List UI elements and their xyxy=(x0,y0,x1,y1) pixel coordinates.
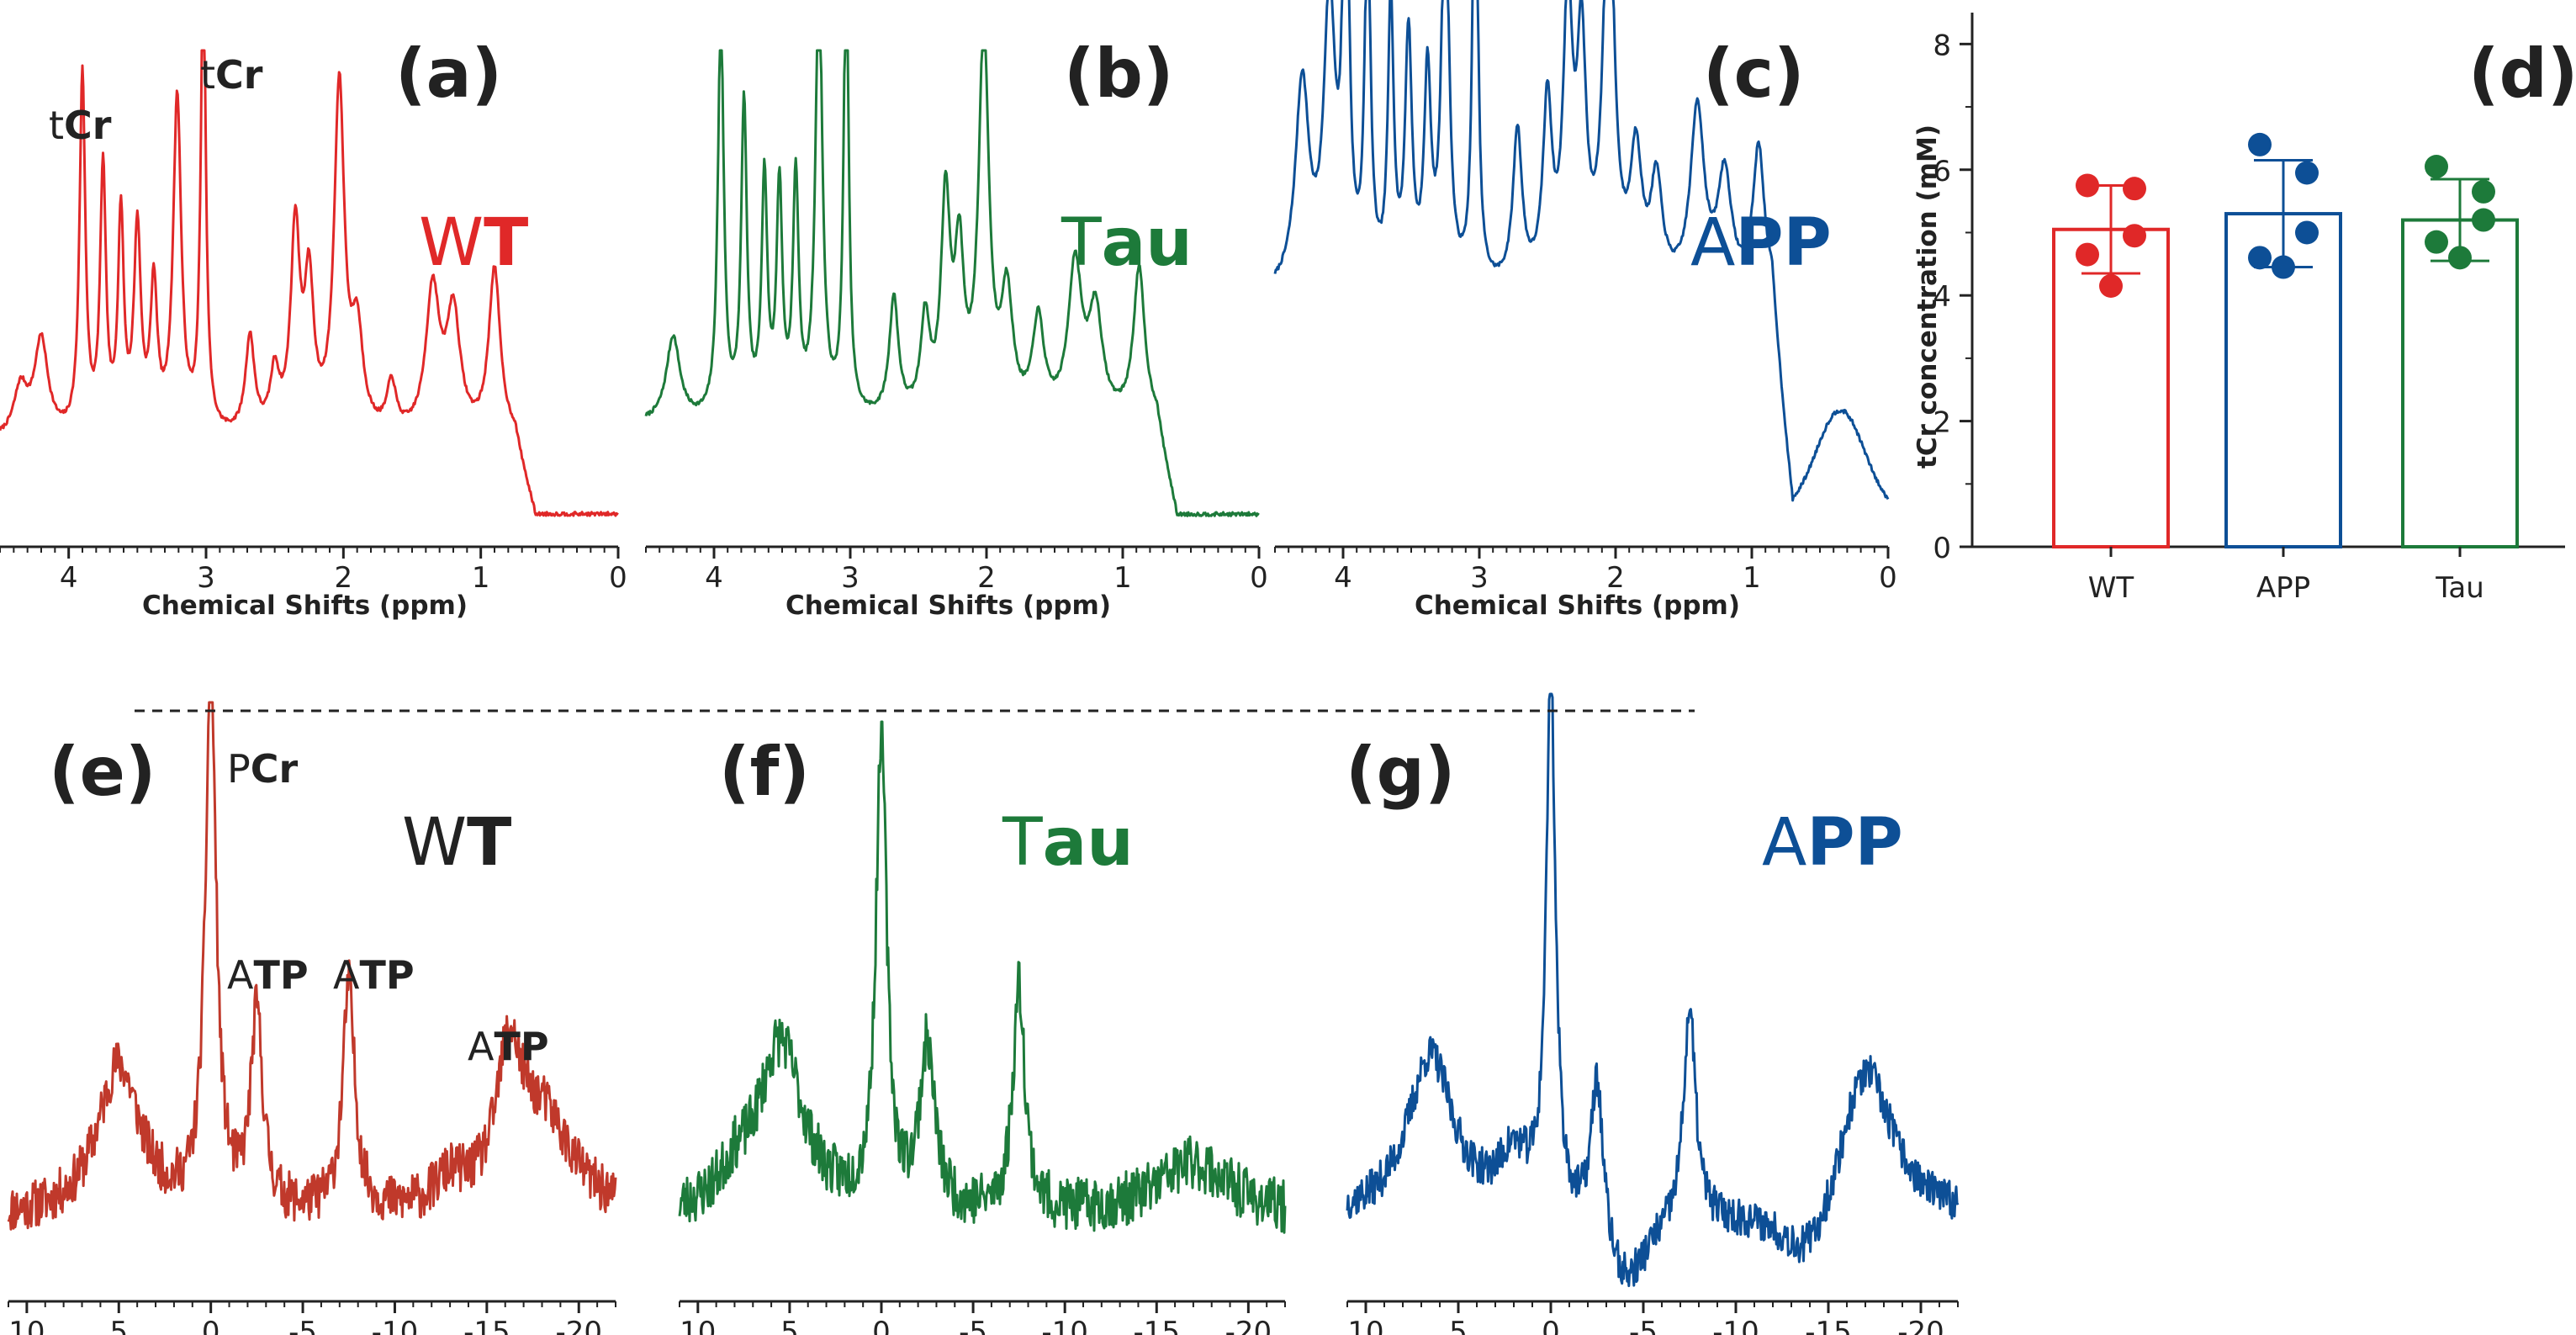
x-tick-label-e: 10 xyxy=(8,1316,45,1335)
y-tick-label: 2 xyxy=(1933,406,1951,440)
peak-label-tcr-2: tCr xyxy=(200,52,263,98)
spectrum-line-a xyxy=(0,49,619,517)
y-axis-title: tCr concentration (mM) xyxy=(1912,124,1943,469)
x-tick-label-b: 2 xyxy=(977,561,996,595)
panel-label-b: (b) xyxy=(1064,34,1173,113)
data-point-Tau xyxy=(2472,179,2495,204)
x-tick-label-a: 3 xyxy=(197,561,215,595)
spectrum-line-b xyxy=(644,49,1260,517)
peak-label-tcr-1: tCr xyxy=(49,103,112,148)
group-label-b: Tau xyxy=(1061,205,1193,281)
y-tick-label: 8 xyxy=(1933,29,1951,62)
data-point-APP xyxy=(2295,161,2319,185)
x-tick-label-f: -20 xyxy=(1225,1316,1272,1335)
x-tick-label-c: 1 xyxy=(1743,561,1761,595)
x-tick-label-g: 0 xyxy=(1542,1316,1560,1335)
category-label-WT: WT xyxy=(2088,571,2134,605)
x-tick-label-f: -15 xyxy=(1133,1316,1180,1335)
panel-label-f: (f) xyxy=(719,733,810,811)
panel-label-e: (e) xyxy=(49,733,156,811)
x-tick-label-f: 0 xyxy=(872,1316,891,1335)
panel-label-g: (g) xyxy=(1346,733,1455,811)
x-axis-title-c: Chemical Shifts (ppm) xyxy=(1415,591,1740,621)
x-tick-label-g: -5 xyxy=(1629,1316,1658,1335)
panel-label-d: (d) xyxy=(2468,34,2576,113)
x-axis-title-b: Chemical Shifts (ppm) xyxy=(785,591,1111,621)
spectrum-line-f xyxy=(678,720,1287,1234)
group-label-f: Tau xyxy=(1002,805,1134,881)
group-label-c: APP xyxy=(1690,205,1832,281)
data-point-Tau xyxy=(2472,208,2495,232)
x-tick-label-g: 10 xyxy=(1347,1316,1383,1335)
x-tick-label-g: -10 xyxy=(1712,1316,1759,1335)
x-tick-label-e: -5 xyxy=(288,1316,317,1335)
spectrum-line-e xyxy=(7,701,617,1231)
data-point-WT xyxy=(2123,177,2146,201)
spectrum-line-g xyxy=(1346,692,1960,1288)
x-tick-label-c: 3 xyxy=(1470,561,1489,595)
x-tick-label-b: 1 xyxy=(1113,561,1132,595)
panel-label-a: (a) xyxy=(395,34,502,113)
x-tick-label-g: -15 xyxy=(1805,1316,1852,1335)
y-tick-label: 0 xyxy=(1933,532,1951,565)
x-tick-label-f: -5 xyxy=(959,1316,987,1335)
x-tick-label-b: 3 xyxy=(841,561,860,595)
panel-label-c: (c) xyxy=(1703,34,1805,113)
x-tick-label-b: 4 xyxy=(705,561,723,595)
x-tick-label-e: 0 xyxy=(202,1316,220,1335)
x-tick-label-a: 1 xyxy=(472,561,490,595)
group-label-a: WT xyxy=(419,205,528,281)
group-label-g: APP xyxy=(1762,805,1903,881)
x-tick-label-a: 0 xyxy=(609,561,627,595)
bar-chart-layer: 0 2 4 6 8 tCr concentration (mM) WT APP Tau xyxy=(1912,13,2565,605)
x-tick-label-c: 2 xyxy=(1606,561,1625,595)
x-tick-label-g: 5 xyxy=(1449,1316,1468,1335)
y-tick-label: 6 xyxy=(1933,155,1951,188)
x-tick-label-e: -15 xyxy=(463,1316,510,1335)
data-point-APP xyxy=(2295,220,2319,245)
peak-label-atp-3: ATP xyxy=(468,1024,549,1069)
peak-label-atp-1: ATP xyxy=(227,952,309,998)
x-tick-label-c: 4 xyxy=(1334,561,1352,595)
peak-label-atp-2: ATP xyxy=(333,952,415,998)
data-point-WT xyxy=(2099,273,2123,298)
x-tick-label-e: -10 xyxy=(372,1316,419,1335)
data-point-APP xyxy=(2248,246,2272,270)
category-label-Tau: Tau xyxy=(2435,571,2484,605)
x-tick-label-e: -20 xyxy=(555,1316,602,1335)
data-point-WT xyxy=(2076,242,2099,267)
data-point-APP xyxy=(2272,255,2295,279)
data-point-WT xyxy=(2076,173,2099,198)
data-point-Tau xyxy=(2425,155,2448,179)
group-label-e: WT xyxy=(402,805,511,881)
data-point-Tau xyxy=(2448,246,2472,270)
x-tick-label-g: -20 xyxy=(1897,1316,1944,1335)
data-point-WT xyxy=(2123,224,2146,248)
x-tick-label-f: 10 xyxy=(680,1316,716,1335)
category-label-APP: APP xyxy=(2256,571,2310,605)
data-point-APP xyxy=(2248,132,2272,156)
spectra-layer xyxy=(0,0,1960,1288)
peak-label-pcr: PCr xyxy=(227,746,299,792)
y-tick-label: 4 xyxy=(1933,280,1951,314)
x-tick-label-f: -10 xyxy=(1041,1316,1088,1335)
x-tick-label-c: 0 xyxy=(1879,561,1897,595)
spectrum-line-c xyxy=(1273,0,1890,502)
x-tick-label-f: 5 xyxy=(780,1316,799,1335)
x-tick-label-b: 0 xyxy=(1250,561,1268,595)
x-tick-label-e: 5 xyxy=(109,1316,128,1335)
x-tick-label-a: 2 xyxy=(335,561,353,595)
x-axis-title-a: Chemical Shifts (ppm) xyxy=(142,591,468,621)
x-tick-label-a: 4 xyxy=(60,561,78,595)
data-point-Tau xyxy=(2425,230,2448,254)
